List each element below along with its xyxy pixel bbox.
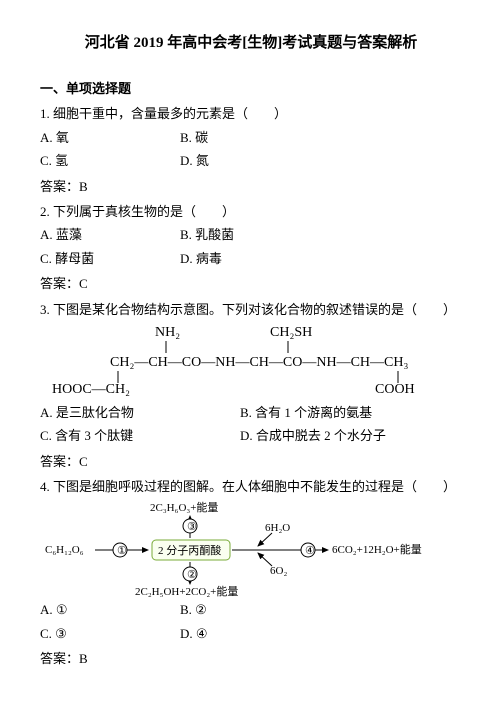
q1-opt-c: C. 氢 (40, 149, 180, 172)
q4-answer: 答案：B (40, 647, 462, 670)
q1-answer: 答案：B (40, 175, 462, 198)
q3-opt-c: C. 含有 3 个肽键 (40, 424, 240, 447)
q2-stem: 2. 下列属于真核生物的是（ ） (40, 200, 462, 223)
q3-structure-diagram: NH₂ CH₂SH CH₂—CH—CO—NH—CH—CO—NH—CH—CH₃ H… (40, 321, 440, 401)
q3-answer: 答案：C (40, 450, 462, 473)
q4-fig-lactic: 2C₃H₆O₃+能量 (150, 500, 218, 514)
q4-fig-glucose: C₆H₁₂O₆ (45, 544, 84, 556)
q4-opt-b: B. ② (180, 598, 207, 621)
q3-fig-nh2: NH₂ (155, 325, 180, 340)
q4-fig-products: 6CO₂+12H₂O+能量 (332, 542, 422, 556)
q3-opt-b: B. 含有 1 个游离的氨基 (240, 401, 372, 424)
q3-opt-d: D. 合成中脱去 2 个水分子 (240, 424, 386, 447)
q1-stem: 1. 细胞干重中，含量最多的元素是（ ） (40, 102, 462, 125)
section-heading: 一、单项选择题 (40, 77, 462, 100)
q3-stem: 3. 下图是某化合物结构示意图。下列对该化合物的叙述错误的是（ ） (40, 298, 462, 321)
q3-fig-chain: CH₂—CH—CO—NH—CH—CO—NH—CH—CH₃ (110, 355, 408, 370)
q4-fig-c2: ② (187, 569, 197, 581)
q3-fig-hooc: HOOC—CH₂ (52, 382, 130, 397)
q2-opt-b: B. 乳酸菌 (180, 223, 234, 246)
q4-opt-c: C. ③ (40, 622, 180, 645)
q3-fig-cooh: COOH (375, 382, 415, 397)
q2-opt-c: C. 酵母菌 (40, 247, 180, 270)
q4-stem: 4. 下图是细胞呼吸过程的图解。在人体细胞中不能发生的过程是（ ） (40, 475, 462, 498)
q4-fig-c4: ④ (305, 545, 315, 557)
q4-fig-c3: ③ (187, 521, 197, 533)
q1-opt-b: B. 碳 (180, 126, 208, 149)
q4-fig-h2o: 6H₂O (265, 522, 290, 534)
page-title: 河北省 2019 年高中会考[生物]考试真题与答案解析 (40, 30, 462, 57)
q4-fig-ethanol: 2C₂H₅OH+2CO₂+能量 (135, 584, 238, 598)
q3-opt-a: A. 是三肽化合物 (40, 401, 240, 424)
q4-fig-o2: 6O₂ (270, 565, 287, 577)
q2-answer: 答案：C (40, 272, 462, 295)
q3-fig-ch2sh: CH₂SH (270, 325, 312, 340)
q2-opt-d: D. 病毒 (180, 247, 222, 270)
q4-fig-c1: ① (117, 545, 127, 557)
q4-opt-d: D. ④ (180, 622, 208, 645)
q4-fig-pyruvate: 2 分子丙酮酸 (158, 543, 221, 557)
q1-opt-a: A. 氧 (40, 126, 180, 149)
q2-opt-a: A. 蓝藻 (40, 223, 180, 246)
q1-opt-d: D. 氮 (180, 149, 209, 172)
q4-opt-a: A. ① (40, 598, 180, 621)
q4-respiration-diagram: C₆H₁₂O₆ ① 2 分子丙酮酸 ③ 2C₃H₆O₃+能量 ② 2C₂H₅OH… (40, 498, 460, 598)
